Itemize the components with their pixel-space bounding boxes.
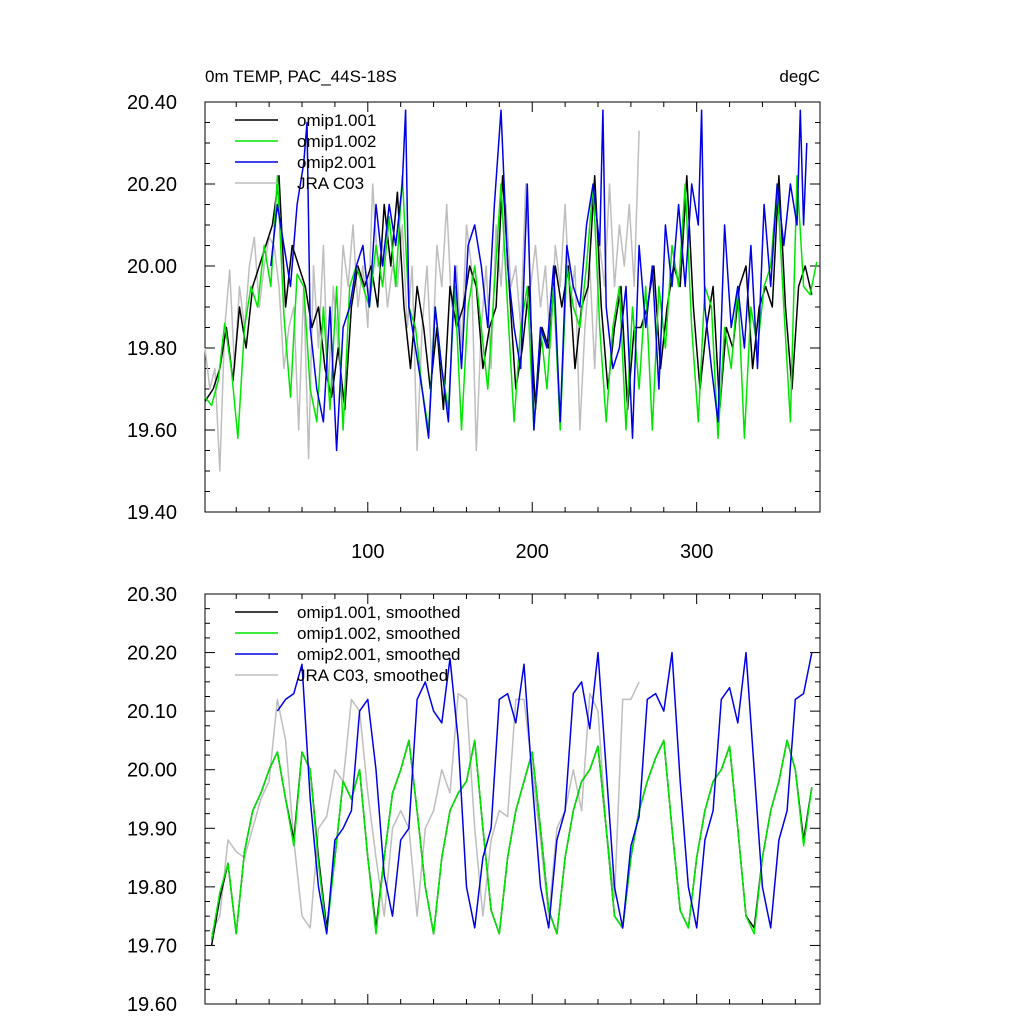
series-line-omip1-002-smoothed	[210, 739, 813, 940]
y-tick-label: 20.10	[127, 701, 177, 723]
panel-2: 19.60 19.70 19.80 19.90 20.00 20.10 20.20 20.30…	[127, 584, 821, 1016]
y-tick-label: 19.80	[127, 338, 177, 360]
y-tick-label: 19.70	[127, 935, 177, 957]
units-label: degC	[779, 67, 820, 86]
legend-label: JRA C03, smoothed	[297, 666, 448, 685]
y-tick-label: 20.20	[127, 643, 177, 665]
legend-label: omip1.001	[297, 111, 376, 130]
y-tick-label: 20.40	[127, 92, 177, 114]
y-tick-label: 20.00	[127, 256, 177, 278]
legend-label: JRA C03	[297, 174, 364, 193]
series-line-omip2-001-smoothed	[276, 651, 813, 935]
y-tick-label: 19.60	[127, 420, 177, 442]
series-line-jra-c03-smoothed	[210, 681, 640, 935]
y-tick-label: 19.40	[127, 502, 177, 524]
y-tick-label: 20.00	[127, 760, 177, 782]
panel-1: 19.40 19.60 19.80 20.00 20.20 20.40 100 200 300 o…	[127, 67, 821, 563]
legend-label: omip1.001, smoothed	[297, 603, 461, 622]
x-tick-label: 100	[351, 541, 384, 563]
legend-label: omip2.001, smoothed	[297, 645, 461, 664]
series-line-omip1-002	[204, 175, 818, 439]
y-tick-label: 19.60	[127, 994, 177, 1016]
y-tick-label: 20.20	[127, 174, 177, 196]
x-tick-label: 300	[680, 541, 713, 563]
series-line-jra-c03	[204, 130, 640, 472]
y-tick-label: 20.30	[127, 584, 177, 606]
legend-label: omip1.002	[297, 132, 376, 151]
legend-label: omip2.001	[297, 153, 376, 172]
x-tick-label: 200	[516, 541, 549, 563]
chart-title: 0m TEMP, PAC_44S-18S	[205, 67, 397, 86]
y-tick-label: 19.80	[127, 877, 177, 899]
series-line-omip2-001	[270, 109, 808, 452]
y-tick-label: 19.90	[127, 818, 177, 840]
legend-label: omip1.002, smoothed	[297, 624, 461, 643]
